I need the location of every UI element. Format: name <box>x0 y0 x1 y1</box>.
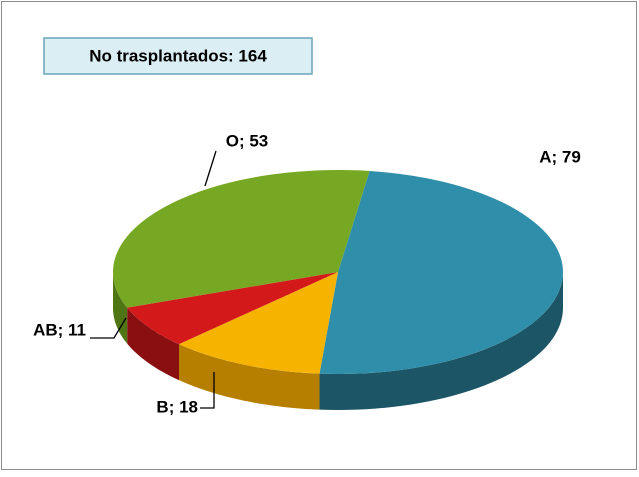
pie-slice-side <box>179 344 320 410</box>
data-label: B; 18 <box>156 397 198 416</box>
pie-slice <box>319 171 564 375</box>
title-box <box>43 37 313 75</box>
leader-line <box>90 317 127 339</box>
data-label: AB; 11 <box>33 320 86 339</box>
leader-line <box>200 372 215 409</box>
pie-slice <box>127 272 338 345</box>
pie-tops <box>113 170 564 375</box>
pie-slice <box>113 170 370 308</box>
pie-slice-side <box>319 272 563 410</box>
data-label: O; 53 <box>226 131 269 150</box>
pie-slice-side <box>113 272 128 344</box>
pie-slice-side <box>127 307 180 381</box>
pie <box>113 170 564 410</box>
leader-lines <box>90 150 217 409</box>
pie-slice <box>179 272 338 374</box>
chart-title: No trasplantados: 164 <box>89 46 267 65</box>
data-label: A; 79 <box>539 147 581 166</box>
leader-line <box>204 150 217 187</box>
pie-sides <box>113 272 563 410</box>
